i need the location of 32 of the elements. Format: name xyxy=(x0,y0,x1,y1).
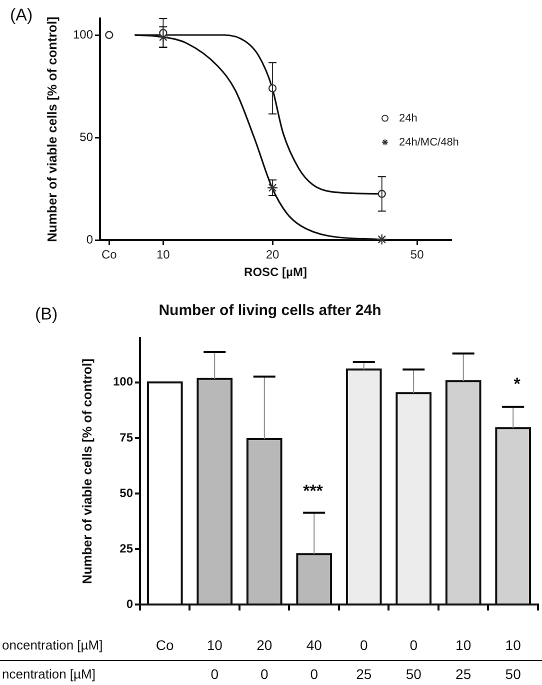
y-axis-title: Number of viable cells [% of control] xyxy=(44,16,60,242)
y-tick-label: 25 xyxy=(120,541,134,556)
y-axis-title: Number of viable cells [% of control] xyxy=(79,358,94,584)
annotation: *** xyxy=(303,482,324,501)
y-tick-label: 0 xyxy=(126,596,134,611)
y-tick-label: 100 xyxy=(112,374,134,389)
y-tick-label: 0 xyxy=(86,232,94,246)
x-tick-label: 0 50 xyxy=(406,636,422,682)
text: (A) xyxy=(10,6,33,25)
x-tick-label: Co xyxy=(156,636,174,653)
chart-title: Number of living cells after 24h xyxy=(158,302,382,320)
y-tick-label: 50 xyxy=(80,130,94,144)
legend-label: 24h xyxy=(399,112,418,124)
x-tick-label: 10 25 xyxy=(456,636,472,682)
annotation: * xyxy=(514,374,521,394)
x-tick-label: 0 25 xyxy=(356,636,372,682)
x-tick-label: 40 0 xyxy=(306,636,322,682)
x-tick-label: Co xyxy=(101,248,118,262)
x-tick-label: 10 0 xyxy=(206,636,223,682)
y-tick-label: 75 xyxy=(120,430,134,444)
legend-label: 24h/MC/48h xyxy=(399,136,459,148)
x-tick-label: 10 xyxy=(156,248,170,262)
x-tick-label: 20 0 xyxy=(256,636,272,682)
x-axis-title: ROSC [µM] xyxy=(244,265,307,280)
x-tick-label: 10 50 xyxy=(505,636,522,682)
text: ncentration [µM] xyxy=(2,666,96,682)
y-tick-label: 100 xyxy=(72,27,94,42)
y-tick-label: 50 xyxy=(120,486,134,500)
text: (B) xyxy=(35,304,58,324)
x-tick-label: 50 xyxy=(410,248,424,262)
x-tick-label: 20 xyxy=(266,248,280,262)
text: oncentration [µM] xyxy=(2,638,103,653)
